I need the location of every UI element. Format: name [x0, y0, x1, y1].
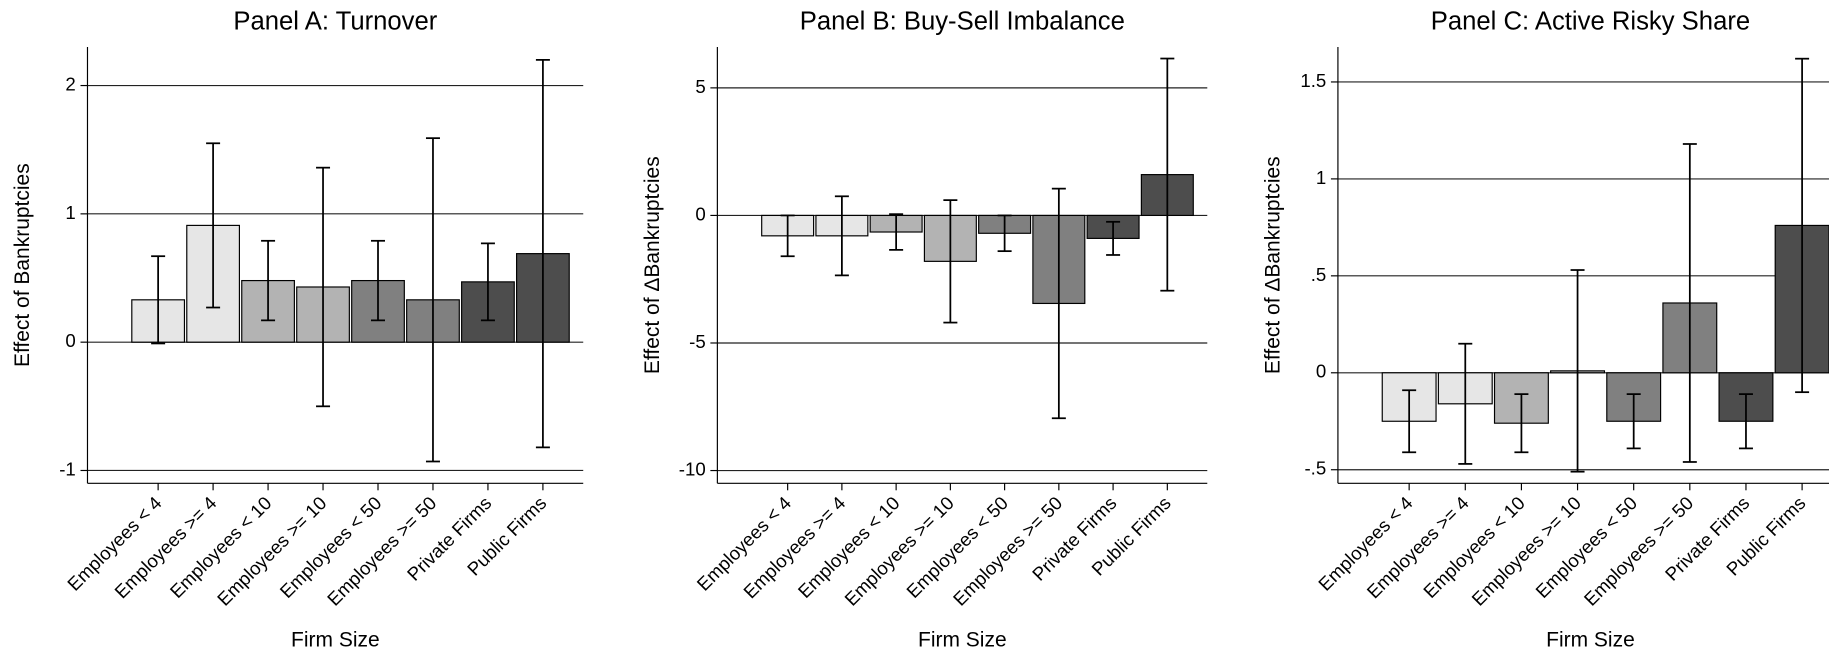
x-tick-label: Employees >= 4: [1363, 492, 1473, 602]
panel-title: Panel A: Turnover: [233, 8, 437, 36]
panel-title: Panel C: Active Risky Share: [1431, 8, 1750, 36]
y-tick-label: 1.5: [1300, 70, 1326, 91]
x-tick-label: Employees < 50: [1531, 492, 1641, 602]
x-axis-label: Firm Size: [1546, 629, 1635, 652]
y-tick-label: -5: [689, 331, 706, 352]
y-tick-label: 0: [65, 330, 75, 351]
y-tick-label: -.5: [1304, 458, 1326, 479]
y-tick-label: .5: [1311, 264, 1327, 285]
x-tick-label: Employees < 10: [1419, 492, 1529, 602]
y-tick-label: 0: [1316, 361, 1326, 382]
panel-title: Panel B: Buy-Sell Imbalance: [800, 8, 1125, 36]
y-tick-label: 0: [695, 203, 705, 224]
x-tick-label: Employees < 4: [1314, 492, 1416, 594]
y-axis-label: Effect of ΔBankruptcies: [1262, 156, 1285, 374]
y-tick-label: 1: [1316, 167, 1326, 188]
y-tick-label: -1: [59, 458, 76, 479]
x-axis-label: Firm Size: [918, 629, 1007, 652]
x-axis-label: Firm Size: [291, 629, 380, 652]
x-tick-label: Employees < 50: [276, 492, 386, 602]
x-tick-label: Employees < 10: [166, 492, 276, 602]
x-tick-label: Employees < 4: [693, 492, 795, 594]
y-axis-label: Effect of Bankruptcies: [11, 163, 34, 367]
y-tick-label: 1: [65, 202, 75, 223]
x-tick-label: Employees < 4: [63, 492, 165, 594]
y-tick-label: 5: [695, 76, 705, 97]
y-tick-label: -10: [679, 458, 706, 479]
y-axis-label: Effect of ΔBankruptcies: [641, 156, 664, 374]
y-tick-label: 2: [65, 73, 75, 94]
